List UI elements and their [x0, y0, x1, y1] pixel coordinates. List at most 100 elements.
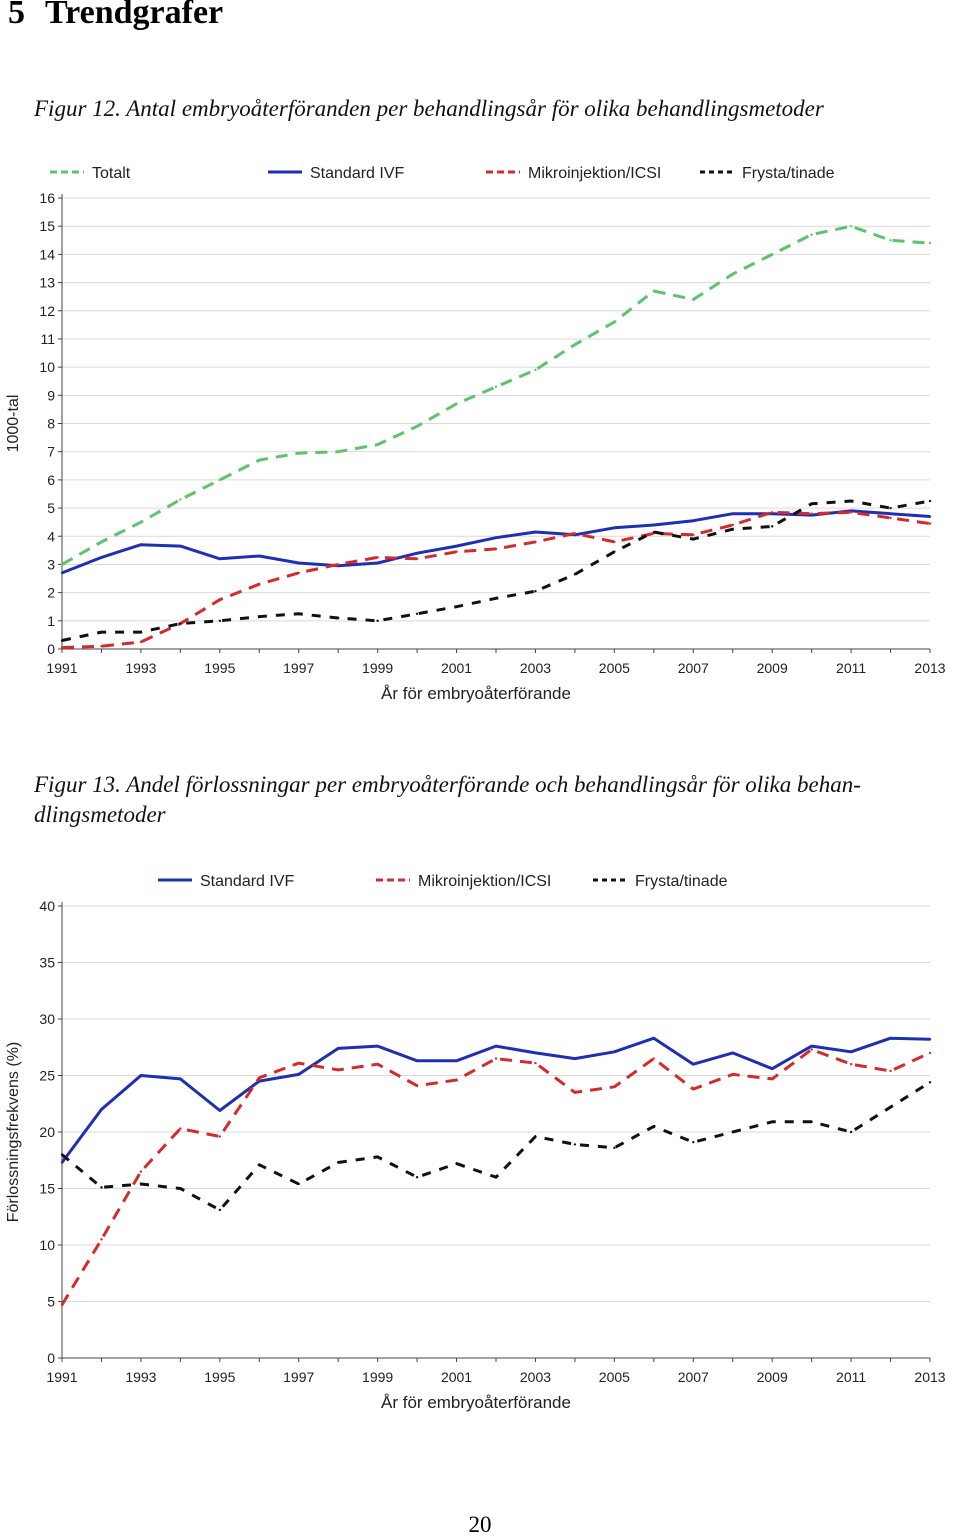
- fig12-data-point: [494, 385, 498, 389]
- fig12-data-point: [692, 519, 695, 522]
- fig13-data-point: [573, 1057, 577, 1060]
- fig12-y-tick-label: 11: [40, 331, 55, 347]
- fig12-data-point: [297, 612, 300, 615]
- fig12-data-point: [60, 563, 64, 566]
- fig13-data-point: [928, 1038, 932, 1041]
- figure-13-label: Figur 13.: [34, 772, 121, 797]
- fig12-data-point: [573, 343, 577, 346]
- fig12-data-point: [415, 557, 419, 560]
- fig12-data-point: [810, 512, 813, 515]
- fig13-data-point: [652, 1057, 656, 1060]
- fig13-data-point: [100, 1238, 103, 1241]
- fig12-data-point: [692, 298, 695, 301]
- fig13-data-point: [297, 1061, 300, 1065]
- fig12-data-point: [534, 590, 537, 593]
- fig12-data-point: [731, 512, 734, 515]
- fig13-x-tick-label: 2013: [914, 1369, 945, 1385]
- fig12-data-point: [258, 582, 261, 586]
- fig12-data-point: [297, 571, 300, 575]
- fig13-y-tick-label: 15: [39, 1181, 55, 1197]
- fig12-data-point: [849, 224, 853, 228]
- fig12-data-point: [770, 525, 774, 528]
- fig13-x-tick-label: 1995: [204, 1369, 235, 1385]
- fig13-data-point: [415, 1176, 419, 1179]
- fig13-data-point: [849, 1063, 853, 1066]
- fig12-data-point: [928, 522, 932, 525]
- fig13-data-point: [258, 1076, 261, 1079]
- fig13-y-axis-label: Förlossningsfrekvens (%): [5, 1042, 22, 1223]
- fig13-data-point: [376, 1063, 379, 1066]
- fig12-x-tick-label: 1993: [125, 660, 156, 676]
- fig13-data-point: [218, 1208, 222, 1212]
- fig13-data-point: [336, 1161, 340, 1164]
- fig12-data-point: [179, 498, 182, 501]
- fig12-data-point: [139, 630, 143, 634]
- fig13-data-point: [770, 1077, 774, 1081]
- fig12-data-point: [218, 478, 222, 482]
- fig13-data-point: [928, 1081, 932, 1084]
- fig12-data-point: [336, 616, 340, 620]
- fig13-data-point: [60, 1153, 64, 1156]
- fig13-data-point: [613, 1085, 616, 1088]
- fig13-data-point: [60, 1303, 64, 1307]
- figure-12-caption-text: Antal embryoåterföranden per behandlings…: [126, 96, 824, 121]
- fig13-data-point: [652, 1125, 656, 1128]
- fig12-data-point: [849, 511, 853, 514]
- fig12-data-point: [652, 289, 656, 293]
- fig12-legend-label: Frysta/tinade: [742, 165, 835, 182]
- fig12-data-point: [179, 544, 182, 548]
- fig12-y-tick-label: 15: [39, 218, 55, 234]
- fig13-data-point: [60, 1161, 64, 1164]
- fig12-data-point: [100, 630, 103, 634]
- fig13-legend-label: Frysta/tinade: [635, 873, 728, 890]
- fig12-data-point: [258, 554, 261, 558]
- fig13-data-point: [692, 1140, 695, 1144]
- fig13-y-tick-label: 30: [39, 1011, 55, 1027]
- fig12-data-point: [849, 499, 853, 503]
- fig13-data-point: [139, 1170, 143, 1173]
- fig12-data-point: [376, 561, 379, 565]
- fig12-data-point: [534, 530, 537, 534]
- fig12-data-point: [100, 556, 103, 559]
- fig12-series-line: [61, 510, 931, 650]
- fig12-data-point: [692, 537, 695, 541]
- fig13-data-point: [534, 1051, 537, 1055]
- fig13-data-point: [810, 1048, 813, 1051]
- figure-13-caption-line1: Andel förlossningar per embryoåterförand…: [126, 772, 861, 797]
- fig13-data-point: [889, 1037, 892, 1040]
- fig13-data-point: [179, 1127, 182, 1130]
- fig12-data-point: [770, 253, 774, 256]
- fig12-data-point: [258, 458, 261, 462]
- fig12-data-point: [179, 622, 182, 625]
- fig12-x-tick-label: 1991: [46, 660, 77, 676]
- fig13-series-line: [61, 1081, 931, 1212]
- fig13-x-tick-label: 2001: [441, 1369, 472, 1385]
- fig12-data-point: [139, 543, 143, 546]
- fig13-data-point: [652, 1037, 656, 1040]
- fig12-y-tick-label: 8: [47, 416, 55, 432]
- section-title: Trendgrafer: [45, 0, 224, 31]
- fig12-y-tick-label: 2: [47, 585, 55, 601]
- fig12-x-tick-label: 2005: [599, 660, 630, 676]
- fig12-data-point: [810, 233, 813, 236]
- fig13-data-point: [534, 1135, 537, 1138]
- fig12-data-point: [218, 619, 222, 623]
- fig12-x-tick-label: 2011: [836, 660, 866, 676]
- fig12-data-point: [376, 443, 379, 446]
- fig12-x-tick-label: 2013: [914, 660, 945, 676]
- fig12-data-point: [928, 499, 932, 503]
- fig13-x-tick-label: 1993: [125, 1369, 156, 1385]
- fig12-data-point: [770, 511, 774, 514]
- fig13-x-tick-label: 2007: [678, 1369, 709, 1385]
- fig12-data-point: [613, 320, 616, 324]
- fig13-data-point: [415, 1059, 419, 1063]
- fig12-x-tick-label: 1997: [283, 660, 314, 676]
- fig12-y-tick-label: 10: [39, 359, 55, 375]
- fig13-data-point: [573, 1091, 577, 1094]
- fig13-data-point: [731, 1051, 734, 1055]
- fig12-legend-label: Totalt: [92, 165, 131, 182]
- fig12-data-point: [889, 516, 892, 520]
- fig13-data-point: [455, 1059, 458, 1063]
- figure-12-caption: Figur 12. Antal embryoåterföranden per b…: [34, 94, 824, 124]
